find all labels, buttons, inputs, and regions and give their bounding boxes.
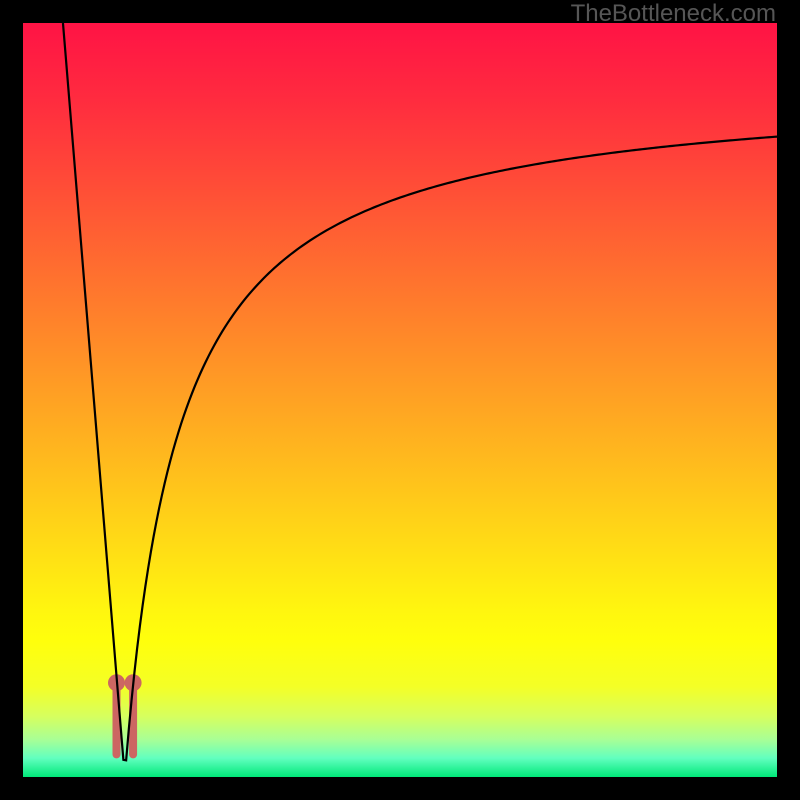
plot-frame <box>0 0 800 800</box>
watermark-text: TheBottleneck.com <box>571 0 776 28</box>
